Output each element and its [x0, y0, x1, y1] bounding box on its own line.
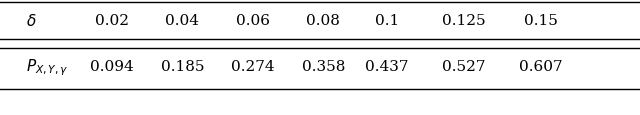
Text: 0.125: 0.125: [442, 14, 486, 28]
Text: $\delta$: $\delta$: [26, 13, 36, 29]
Text: 0.274: 0.274: [231, 60, 275, 74]
Text: $P_{X,Y,\gamma}$: $P_{X,Y,\gamma}$: [26, 56, 68, 77]
Text: 0.15: 0.15: [524, 14, 557, 28]
Text: 0.02: 0.02: [95, 14, 129, 28]
Text: 0.1: 0.1: [375, 14, 399, 28]
Text: 0.437: 0.437: [365, 60, 409, 74]
Text: 0.06: 0.06: [236, 14, 270, 28]
Text: 0.527: 0.527: [442, 60, 486, 74]
Text: 0.607: 0.607: [519, 60, 563, 74]
Text: 0.04: 0.04: [165, 14, 200, 28]
Text: 0.094: 0.094: [90, 60, 134, 74]
Text: 0.358: 0.358: [301, 60, 345, 74]
Text: 0.185: 0.185: [161, 60, 204, 74]
Text: 0.08: 0.08: [307, 14, 340, 28]
